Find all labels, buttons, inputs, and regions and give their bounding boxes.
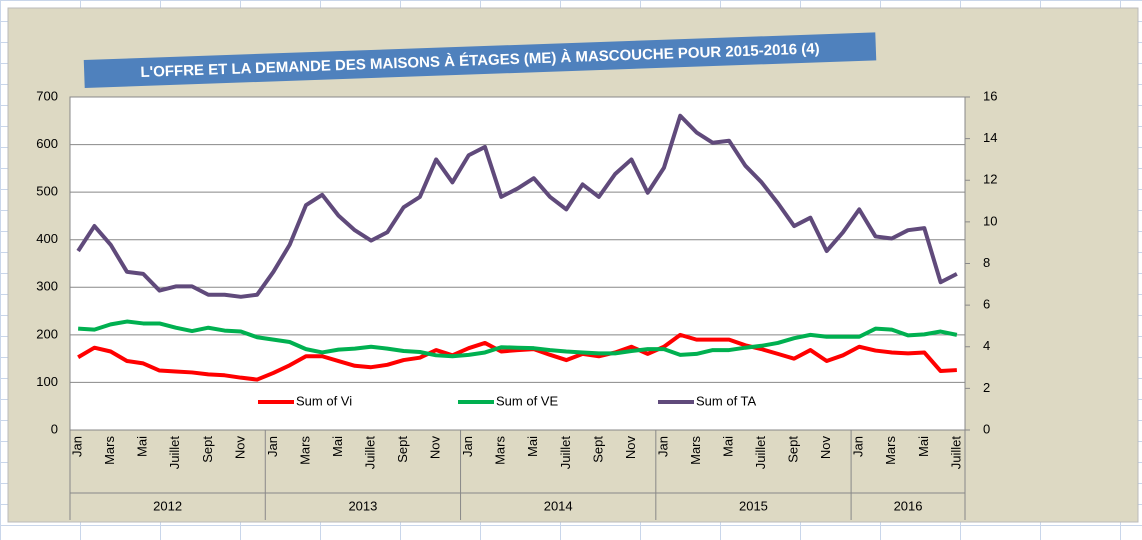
y-tick-label: 400 [36, 231, 58, 246]
year-label: 2016 [894, 498, 923, 513]
year-label: 2015 [739, 498, 768, 513]
legend-label: Sum of VE [496, 393, 558, 408]
x-tick-label: Mai [135, 436, 150, 457]
y-tick-label: 500 [36, 184, 58, 199]
x-tick-label: Juillet [753, 436, 768, 470]
legend-label: Sum of TA [696, 393, 757, 408]
y2-tick-label: 2 [983, 380, 990, 395]
x-tick-label: Mai [720, 436, 735, 457]
x-tick-label: Juillet [948, 436, 963, 470]
y2-tick-label: 16 [983, 88, 997, 103]
x-tick-label: Mars [102, 436, 117, 465]
line-series [78, 319, 958, 359]
x-tick-label: Sept [395, 436, 410, 463]
x-tick-label: Mars [883, 436, 898, 465]
x-tick-label: Nov [428, 436, 443, 460]
y2-tick-label: 10 [983, 213, 997, 228]
y2-tick-label: 6 [983, 297, 990, 312]
x-tick-label: Mai [525, 436, 540, 457]
x-tick-label: Sept [786, 436, 801, 463]
x-tick-label: Nov [232, 436, 247, 460]
y-tick-label: 700 [36, 88, 58, 103]
title-background [83, 32, 877, 88]
x-tick-label: Mars [493, 436, 508, 465]
legend-label: Sum of Vi [296, 393, 352, 408]
y-tick-label: 200 [36, 326, 58, 341]
y-tick-label: 0 [51, 421, 58, 436]
x-tick-label: Juillet [167, 436, 182, 470]
line-series [77, 332, 957, 382]
y2-tick-label: 4 [983, 338, 990, 353]
year-label: 2012 [153, 498, 182, 513]
year-label: 2014 [544, 498, 573, 513]
x-tick-label: Nov [818, 436, 833, 460]
y-tick-label: 300 [36, 279, 58, 294]
y-tick-label: 600 [36, 136, 58, 151]
x-tick-label: Jan [265, 436, 280, 457]
x-tick-label: Juillet [362, 436, 377, 470]
plot-area [69, 96, 966, 431]
y2-tick-label: 12 [983, 172, 997, 187]
x-tick-label: Jan [655, 436, 670, 457]
y-tick-label: 100 [36, 374, 58, 389]
x-tick-label: Sept [200, 436, 215, 463]
y2-tick-label: 8 [983, 255, 990, 270]
year-label: 2013 [348, 498, 377, 513]
y2-tick-label: 14 [983, 130, 997, 145]
x-tick-label: Mai [916, 436, 931, 457]
x-tick-label: Mars [297, 436, 312, 465]
x-tick-label: Juillet [558, 436, 573, 470]
y2-tick-label: 0 [983, 421, 990, 436]
line-series [76, 113, 958, 299]
x-tick-label: Jan [460, 436, 475, 457]
x-tick-label: Jan [70, 436, 85, 457]
x-tick-label: Jan [851, 436, 866, 457]
x-tick-label: Mai [330, 436, 345, 457]
x-tick-label: Nov [623, 436, 638, 460]
x-tick-label: Mars [688, 436, 703, 465]
x-tick-label: Sept [590, 436, 605, 463]
